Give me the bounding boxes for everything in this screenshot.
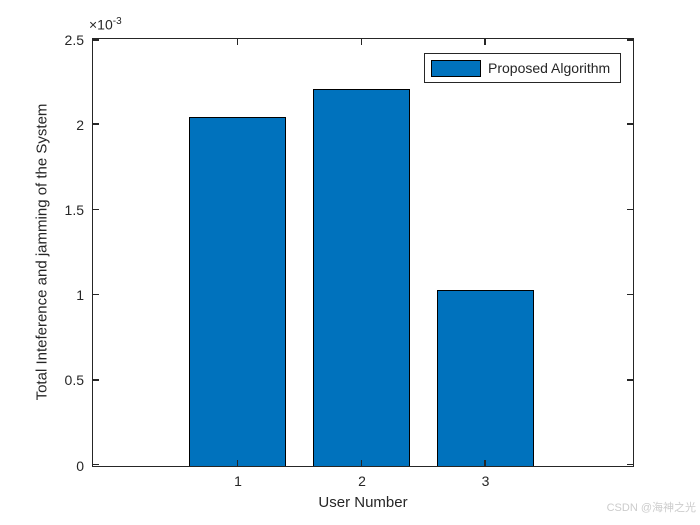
y-tick-right [627,379,633,381]
x-tick-label: 2 [358,473,366,489]
y-tick-right [627,39,633,41]
y-axis-multiplier-exponent: -3 [112,16,122,27]
y-axis-multiplier: ×10-3 [89,16,122,33]
y-tick-label: 0.5 [64,372,84,389]
x-tick-bottom [484,460,486,466]
y-tick-right [627,463,633,465]
legend: Proposed Algorithm [424,53,621,83]
y-tick-right [627,208,633,211]
y-tick-right [627,123,633,125]
legend-label: Proposed Algorithm [488,60,611,76]
x-tick-top [484,39,486,45]
y-tick-left [93,463,99,465]
y-tick-label: 2 [76,116,84,133]
y-tick-label: 2.5 [64,31,84,48]
x-tick-bottom [360,460,363,466]
bar-2 [313,89,410,466]
y-tick-label: 0 [76,457,84,474]
x-tick-label: 1 [234,473,242,489]
y-tick-left [93,379,99,381]
y-tick-left [93,293,99,296]
y-tick-label: 1.5 [64,201,84,218]
y-axis-multiplier-base: ×10 [89,16,113,33]
x-axis-label: User Number [318,494,408,511]
y-tick-left [93,39,99,41]
x-tick-top [236,39,239,45]
bar-1 [189,117,286,466]
legend-swatch-icon [431,59,481,77]
y-axis-label: Total Inteference and jamming of the Sys… [33,103,51,401]
y-tick-left [93,123,99,125]
x-tick-top [360,39,363,45]
x-tick-bottom [236,460,239,466]
y-tick-right [627,293,633,296]
plot-area: Proposed Algorithm [92,38,634,467]
y-tick-label: 1 [76,287,84,304]
y-tick-left [93,208,99,211]
bar-3 [436,290,534,466]
watermark: CSDN @海神之光 [606,502,696,514]
x-tick-label: 3 [481,473,490,489]
